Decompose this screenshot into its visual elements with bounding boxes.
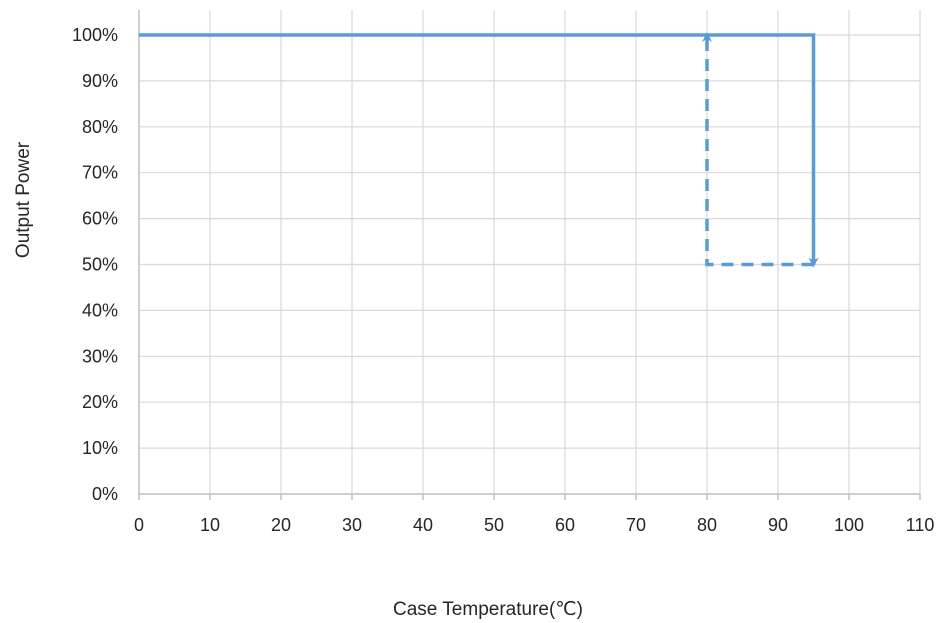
series xyxy=(139,35,814,265)
x-tick-label: 60 xyxy=(555,515,575,535)
x-tick-label: 30 xyxy=(342,515,362,535)
x-tick-label: 100 xyxy=(834,515,864,535)
y-tick-label: 40% xyxy=(82,300,118,320)
y-tick-label: 20% xyxy=(82,392,118,412)
axes xyxy=(139,10,920,500)
x-tick-label: 20 xyxy=(271,515,291,535)
y-tick-label: 90% xyxy=(82,71,118,91)
y-tick-label: 10% xyxy=(82,438,118,458)
x-tick-label: 80 xyxy=(697,515,717,535)
y-tick-label: 0% xyxy=(92,484,118,504)
grid xyxy=(139,10,920,494)
x-tick-label: 0 xyxy=(134,515,144,535)
y-tick-label: 30% xyxy=(82,346,118,366)
y-tick-label: 70% xyxy=(82,163,118,183)
x-tick-label: 50 xyxy=(484,515,504,535)
y-tick-label: 80% xyxy=(82,117,118,137)
x-axis-title: Case Temperature(℃) xyxy=(393,599,583,620)
dashed-recovery-line xyxy=(707,35,814,265)
y-tick-label: 60% xyxy=(82,209,118,229)
x-tick-label: 10 xyxy=(200,515,220,535)
x-tick-label: 70 xyxy=(626,515,646,535)
y-tick-label: 100% xyxy=(72,25,118,45)
solid-derating-line xyxy=(139,35,814,265)
x-tick-label: 90 xyxy=(768,515,788,535)
y-tick-label: 50% xyxy=(82,255,118,275)
tick-labels: 0% 10% 20% 30% 40% 50% 60% 70% 80% 90% 100% 0 10 20 30… xyxy=(72,25,934,535)
x-tick-label: 110 xyxy=(906,515,935,535)
y-axis-title: Output Power xyxy=(13,141,34,258)
x-tick-label: 40 xyxy=(413,515,433,535)
